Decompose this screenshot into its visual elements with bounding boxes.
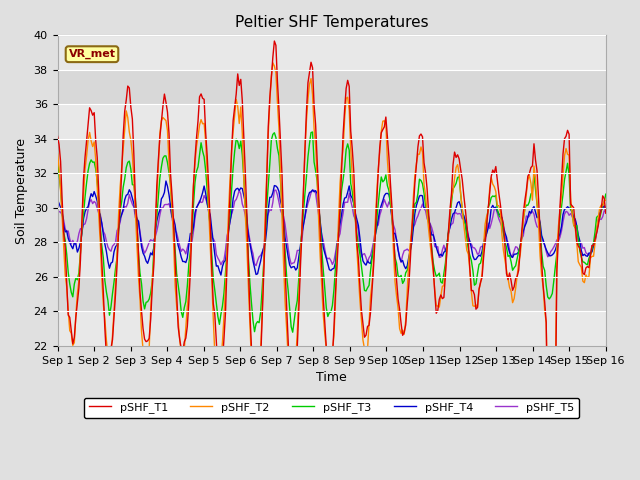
Line: pSHF_T1: pSHF_T1 — [58, 41, 605, 472]
Bar — [58, 36, 605, 70]
Legend: pSHF_T1, pSHF_T2, pSHF_T3, pSHF_T4, pSHF_T5: pSHF_T1, pSHF_T2, pSHF_T3, pSHF_T4, pSHF… — [84, 398, 579, 418]
Bar — [58, 242, 605, 277]
pSHF_T2 — [602, 197, 609, 203]
pSHF_T4 — [217, 272, 225, 278]
pSHF_T1 — [217, 374, 225, 380]
Bar — [58, 139, 605, 173]
pSHF_T4 — [602, 207, 609, 213]
Title: Peltier SHF Temperatures: Peltier SHF Temperatures — [235, 15, 428, 30]
pSHF_T3 — [217, 311, 225, 317]
pSHF_T3 — [575, 236, 582, 241]
Bar — [58, 277, 605, 312]
Bar — [58, 70, 605, 104]
pSHF_T1 — [54, 133, 61, 139]
pSHF_T5 — [217, 262, 225, 268]
Line: pSHF_T3: pSHF_T3 — [58, 132, 605, 332]
pSHF_T5 — [237, 191, 244, 197]
pSHF_T1 — [271, 38, 278, 44]
Line: pSHF_T4: pSHF_T4 — [58, 181, 605, 275]
pSHF_T3 — [602, 191, 609, 197]
pSHF_T2 — [547, 451, 555, 456]
Text: VR_met: VR_met — [68, 49, 115, 60]
pSHF_T3 — [289, 329, 296, 335]
Line: pSHF_T2: pSHF_T2 — [58, 63, 605, 454]
Bar — [58, 312, 605, 346]
pSHF_T5 — [252, 263, 260, 268]
X-axis label: Time: Time — [316, 371, 347, 384]
Y-axis label: Soil Temperature: Soil Temperature — [15, 138, 28, 243]
pSHF_T5 — [575, 241, 582, 247]
pSHF_T2 — [236, 120, 243, 126]
pSHF_T1 — [121, 108, 129, 114]
Bar — [58, 173, 605, 208]
pSHF_T3 — [236, 146, 243, 152]
pSHF_T1 — [575, 243, 582, 249]
pSHF_T2 — [575, 259, 582, 264]
pSHF_T3 — [121, 176, 129, 181]
pSHF_T4 — [296, 244, 304, 250]
pSHF_T4 — [54, 197, 61, 203]
pSHF_T3 — [244, 255, 252, 261]
pSHF_T4 — [239, 186, 246, 192]
pSHF_T1 — [602, 210, 609, 216]
pSHF_T2 — [121, 127, 129, 132]
pSHF_T1 — [236, 83, 243, 88]
Bar — [58, 208, 605, 242]
pSHF_T5 — [54, 211, 61, 216]
pSHF_T3 — [54, 159, 61, 165]
pSHF_T5 — [121, 204, 129, 209]
pSHF_T1 — [547, 469, 555, 475]
pSHF_T2 — [295, 294, 303, 300]
pSHF_T4 — [162, 178, 170, 184]
Line: pSHF_T5: pSHF_T5 — [58, 190, 605, 265]
pSHF_T3 — [308, 129, 316, 135]
pSHF_T2 — [244, 285, 252, 290]
pSHF_T2 — [269, 60, 276, 66]
pSHF_T4 — [220, 259, 228, 265]
pSHF_T1 — [244, 263, 252, 268]
pSHF_T5 — [236, 187, 243, 193]
pSHF_T5 — [296, 246, 304, 252]
pSHF_T1 — [295, 307, 303, 313]
pSHF_T4 — [575, 232, 582, 238]
pSHF_T4 — [121, 197, 129, 203]
pSHF_T5 — [602, 209, 609, 215]
pSHF_T5 — [246, 238, 254, 243]
pSHF_T3 — [295, 276, 303, 281]
pSHF_T2 — [54, 151, 61, 156]
pSHF_T2 — [217, 357, 225, 362]
Bar — [58, 104, 605, 139]
pSHF_T4 — [248, 249, 255, 255]
